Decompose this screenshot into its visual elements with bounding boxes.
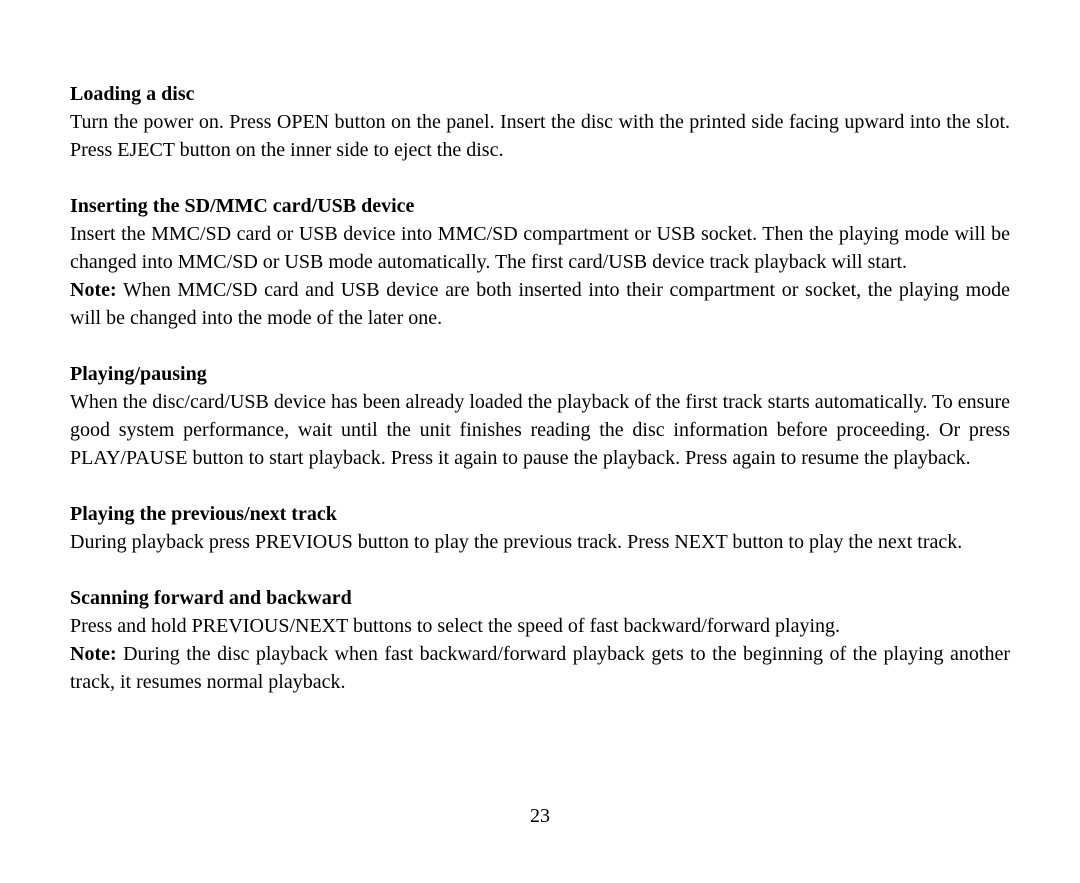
manual-page: Loading a disc Turn the power on. Press … bbox=[0, 0, 1080, 696]
body-inserting-sd: Insert the MMC/SD card or USB device int… bbox=[70, 220, 1010, 276]
body-prev-next: During playback press PREVIOUS button to… bbox=[70, 528, 1010, 556]
section-inserting-sd: Inserting the SD/MMC card/USB device Ins… bbox=[70, 192, 1010, 332]
note-label-scanning: Note: bbox=[70, 643, 117, 665]
heading-loading-disc: Loading a disc bbox=[70, 80, 1010, 108]
page-number: 23 bbox=[0, 805, 1080, 828]
section-scanning: Scanning forward and backward Press and … bbox=[70, 584, 1010, 696]
heading-scanning: Scanning forward and backward bbox=[70, 584, 1010, 612]
note-body-scanning: During the disc playback when fast backw… bbox=[70, 643, 1010, 693]
section-playing-pausing: Playing/pausing When the disc/card/USB d… bbox=[70, 360, 1010, 472]
body-loading-disc: Turn the power on. Press OPEN button on … bbox=[70, 108, 1010, 164]
note-label: Note: bbox=[70, 279, 117, 301]
note-inserting-sd: Note: When MMC/SD card and USB device ar… bbox=[70, 276, 1010, 332]
note-scanning: Note: During the disc playback when fast… bbox=[70, 640, 1010, 696]
section-prev-next: Playing the previous/next track During p… bbox=[70, 500, 1010, 556]
note-body: When MMC/SD card and USB device are both… bbox=[70, 279, 1010, 329]
section-loading-disc: Loading a disc Turn the power on. Press … bbox=[70, 80, 1010, 164]
heading-prev-next: Playing the previous/next track bbox=[70, 500, 1010, 528]
body-scanning-1: Press and hold PREVIOUS/NEXT buttons to … bbox=[70, 612, 1010, 640]
heading-inserting-sd: Inserting the SD/MMC card/USB device bbox=[70, 192, 1010, 220]
heading-playing-pausing: Playing/pausing bbox=[70, 360, 1010, 388]
body-playing-pausing: When the disc/card/USB device has been a… bbox=[70, 388, 1010, 472]
